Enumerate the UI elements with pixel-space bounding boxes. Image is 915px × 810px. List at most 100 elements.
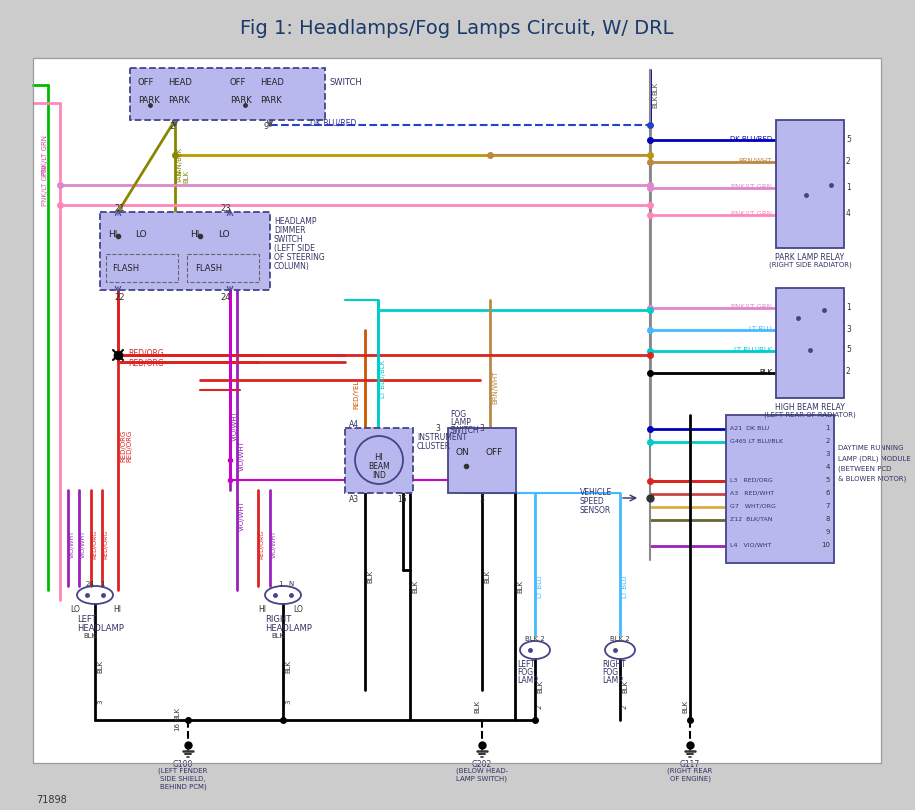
Bar: [345, 428, 413, 493]
Text: BLK: BLK: [183, 170, 189, 183]
Text: 16: 16: [174, 722, 180, 731]
Text: BLK: BLK: [474, 700, 480, 713]
Text: & BLOWER MOTOR): & BLOWER MOTOR): [838, 475, 906, 481]
Text: VEHICLE: VEHICLE: [580, 488, 612, 497]
Text: HI: HI: [190, 230, 199, 239]
Bar: [776, 288, 844, 398]
Text: LO: LO: [218, 230, 230, 239]
Text: BLK: BLK: [83, 633, 96, 639]
Text: (LEFT FENDER: (LEFT FENDER: [158, 768, 208, 774]
Text: 5: 5: [825, 477, 830, 483]
Text: G7   WHT/ORG: G7 WHT/ORG: [730, 504, 776, 509]
Text: FLASH: FLASH: [195, 264, 222, 273]
Text: RED/ORG: RED/ORG: [92, 530, 97, 559]
Text: SPEED: SPEED: [580, 497, 605, 506]
Bar: [448, 428, 516, 493]
Bar: [726, 415, 834, 563]
Text: 3: 3: [92, 633, 96, 639]
Text: LEFT: LEFT: [517, 660, 535, 669]
Text: BEHIND PCM): BEHIND PCM): [159, 784, 207, 791]
Bar: [106, 254, 178, 282]
Text: RED/ORG: RED/ORG: [259, 530, 264, 559]
Text: BLK: BLK: [367, 570, 373, 583]
Text: TAN/BLK: TAN/BLK: [177, 148, 183, 177]
Text: BLK: BLK: [759, 369, 772, 375]
Text: SWITCH: SWITCH: [450, 426, 479, 435]
Text: 71898: 71898: [36, 795, 67, 805]
Text: 2: 2: [169, 122, 174, 131]
Text: LAMP: LAMP: [517, 676, 538, 685]
Text: 8: 8: [825, 516, 830, 522]
Text: BLK: BLK: [652, 82, 658, 95]
Bar: [100, 212, 270, 290]
Text: 6: 6: [825, 490, 830, 496]
Text: RIGHT: RIGHT: [602, 660, 626, 669]
Text: (RIGHT REAR: (RIGHT REAR: [667, 768, 713, 774]
Text: 2: 2: [537, 705, 543, 710]
Text: SENSOR: SENSOR: [580, 506, 611, 515]
Text: PARK: PARK: [230, 96, 252, 105]
Text: 1: 1: [846, 182, 851, 191]
Text: BLK: BLK: [484, 570, 490, 583]
Text: 23: 23: [220, 204, 231, 213]
Text: A3: A3: [349, 495, 359, 504]
Text: 5: 5: [846, 134, 851, 143]
Text: 2: 2: [622, 705, 628, 710]
Text: LEFT: LEFT: [77, 615, 97, 624]
Text: RED/ORG: RED/ORG: [126, 430, 132, 463]
Text: Fig 1: Headlamps/Fog Lamps Circuit, W/ DRL: Fig 1: Headlamps/Fog Lamps Circuit, W/ D…: [241, 19, 673, 37]
Text: HEAD: HEAD: [260, 78, 284, 87]
Text: L3   RED/ORG: L3 RED/ORG: [730, 478, 773, 483]
Text: (BETWEEN PCD: (BETWEEN PCD: [838, 465, 891, 471]
Text: BLK: BLK: [285, 660, 291, 673]
Bar: [33, 58, 881, 763]
Text: HI: HI: [374, 453, 383, 462]
Text: LO: LO: [135, 230, 146, 239]
Text: FOG: FOG: [450, 410, 466, 419]
Text: BLK: BLK: [412, 580, 418, 593]
Text: PNK/LT GRN: PNK/LT GRN: [42, 134, 48, 176]
Bar: [130, 68, 325, 120]
Text: (BELOW HEAD-: (BELOW HEAD-: [456, 768, 508, 774]
Text: PNK/LT GRN: PNK/LT GRN: [731, 211, 772, 217]
Text: RIGHT: RIGHT: [265, 615, 291, 624]
Text: VIO/WHT: VIO/WHT: [69, 530, 74, 558]
Text: RED/ORG: RED/ORG: [128, 349, 164, 358]
Text: SIDE SHIELD,: SIDE SHIELD,: [160, 776, 206, 782]
Text: BLK: BLK: [682, 700, 688, 713]
Text: COLUMN): COLUMN): [274, 262, 310, 271]
Text: OFF: OFF: [486, 448, 503, 457]
Text: BRN/WHT: BRN/WHT: [738, 158, 772, 164]
Text: OFF: OFF: [138, 78, 155, 87]
Text: PARK: PARK: [168, 96, 189, 105]
Text: LAMP: LAMP: [602, 676, 623, 685]
Text: 3: 3: [846, 325, 851, 334]
Text: PARK: PARK: [260, 96, 282, 105]
Text: 22: 22: [114, 293, 124, 302]
Text: 9: 9: [825, 529, 830, 535]
Text: L4   VIO/WHT: L4 VIO/WHT: [730, 543, 771, 548]
Text: 10: 10: [821, 542, 830, 548]
Text: IND: IND: [372, 471, 386, 480]
Text: HEADLAMP: HEADLAMP: [265, 624, 312, 633]
Text: 3: 3: [825, 451, 830, 457]
Text: LT BLU: LT BLU: [749, 326, 772, 332]
Text: G202: G202: [472, 760, 492, 769]
Text: BEAM: BEAM: [368, 462, 390, 471]
Text: LT BLU/BLK: LT BLU/BLK: [380, 360, 386, 399]
Text: BLK: BLK: [271, 633, 285, 639]
Text: BLK 2: BLK 2: [610, 636, 630, 642]
Text: LAMP (DRL) MODULE: LAMP (DRL) MODULE: [838, 455, 910, 462]
Text: VIO/WHT: VIO/WHT: [271, 530, 276, 558]
Text: CLUSTER: CLUSTER: [417, 442, 451, 451]
Text: 1: 1: [825, 425, 830, 431]
Text: A21  DK BLU: A21 DK BLU: [730, 425, 770, 430]
Text: BRN/WHT: BRN/WHT: [492, 370, 498, 403]
Text: PARK: PARK: [138, 96, 160, 105]
Text: BLK: BLK: [652, 95, 658, 108]
Text: HI: HI: [113, 605, 121, 614]
Text: 4: 4: [825, 464, 830, 470]
Text: (LEFT REAR OF RADIATOR): (LEFT REAR OF RADIATOR): [764, 412, 856, 419]
Text: VIO/WHT: VIO/WHT: [239, 500, 245, 531]
Text: G100: G100: [173, 760, 193, 769]
